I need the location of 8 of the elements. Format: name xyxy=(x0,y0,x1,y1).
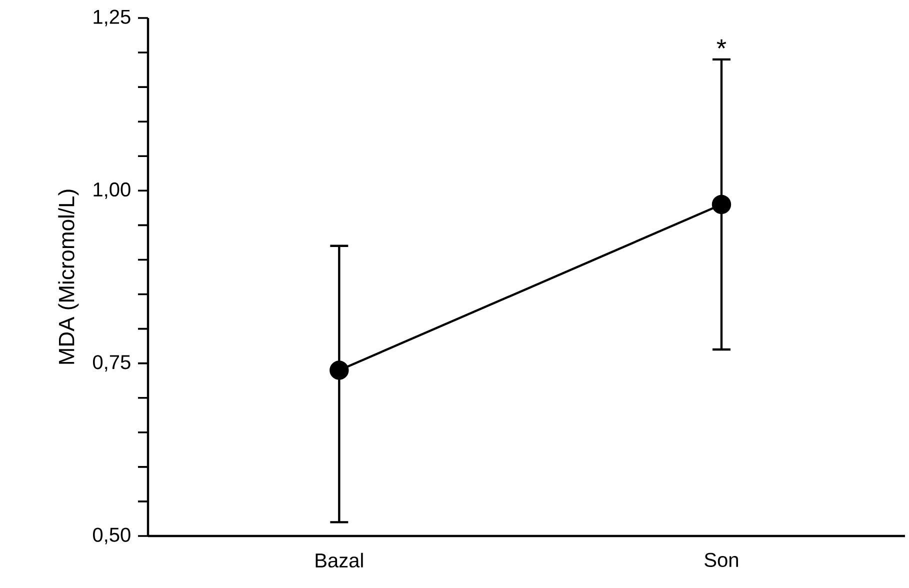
y-tick-label: 0,50 xyxy=(93,528,130,544)
y-tick-label: 1,25 xyxy=(94,10,130,26)
x-tick-label: Son xyxy=(704,552,738,568)
x-tick-label: Bazal xyxy=(316,552,363,568)
y-tick-label: 1,00 xyxy=(94,182,130,199)
y-tick-label: 0,75 xyxy=(93,355,130,372)
y-axis-title: MDA (Micromol/L) xyxy=(58,190,79,364)
annotation: * xyxy=(716,39,726,48)
